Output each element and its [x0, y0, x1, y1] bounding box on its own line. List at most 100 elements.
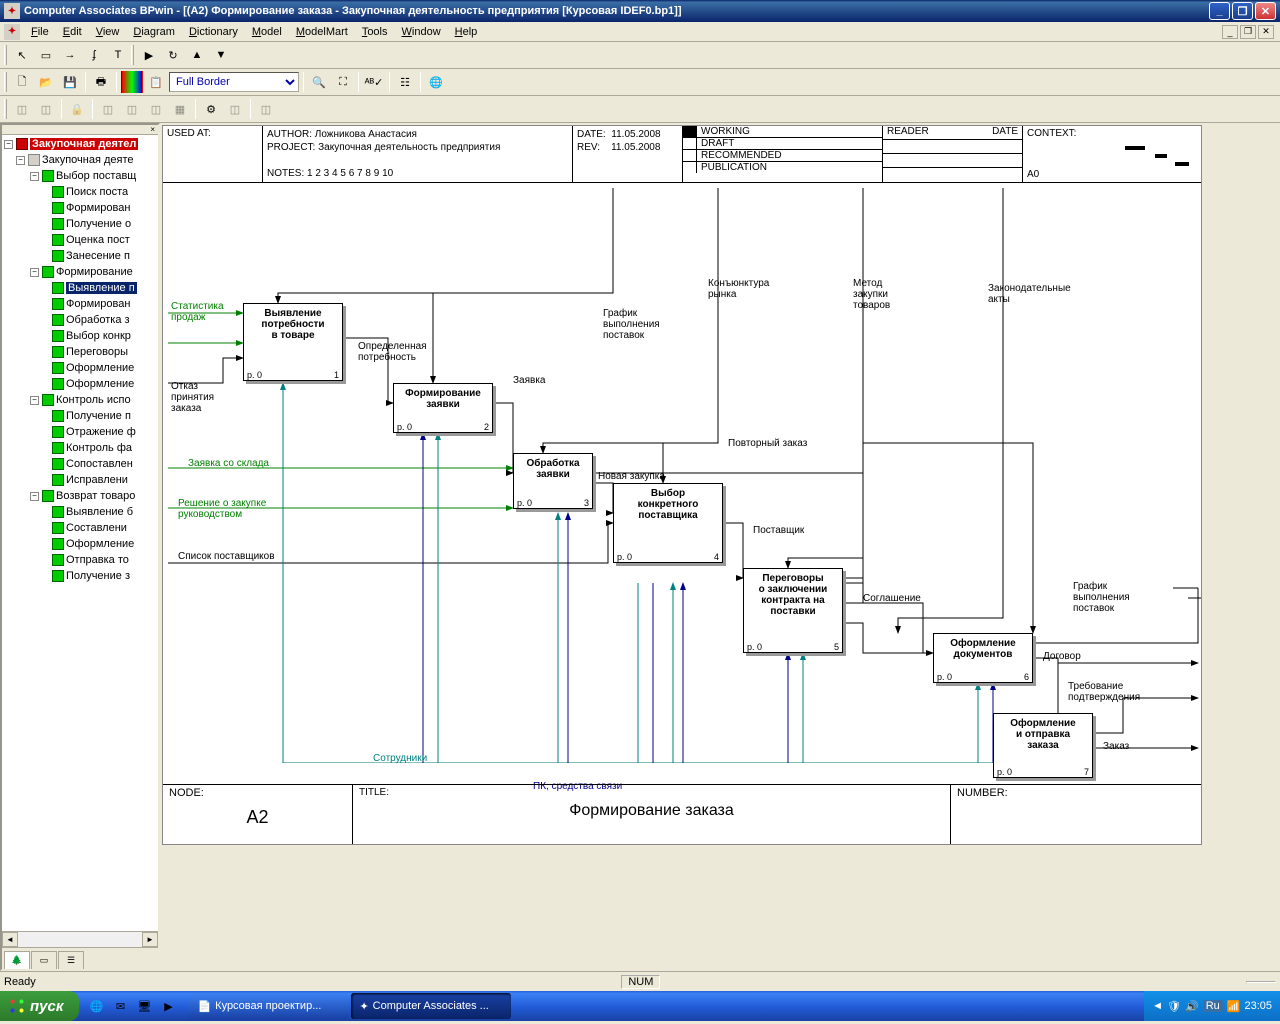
tree-tab-diagrams[interactable]: ▭ — [31, 951, 57, 969]
activity-box-5[interactable]: Переговоры о заключении контракта на пос… — [743, 568, 843, 653]
down-button[interactable]: ▼ — [210, 44, 232, 66]
menu-file[interactable]: File — [24, 24, 56, 40]
tree-item[interactable]: Контроль фа — [2, 440, 158, 456]
tree-item[interactable]: Формирован — [2, 200, 158, 216]
menu-window[interactable]: Window — [395, 24, 448, 40]
tray-icon[interactable]: 🛡 — [1167, 1000, 1181, 1013]
mm-10-button[interactable]: ◫ — [255, 98, 277, 120]
tray-icon[interactable]: 🔊 — [1185, 1000, 1199, 1013]
tree-item[interactable]: Отражение ф — [2, 424, 158, 440]
tree-item[interactable]: −Формирование — [2, 264, 158, 280]
refresh-button[interactable]: ↻ — [162, 44, 184, 66]
ql-ie-icon[interactable]: 🌐 — [85, 995, 107, 1017]
tree-item[interactable]: Получение з — [2, 568, 158, 584]
mdi-restore-button[interactable]: ❐ — [1240, 25, 1256, 39]
mm-8-button[interactable]: ⚙ — [200, 98, 222, 120]
mm-7-button[interactable]: ▦ — [169, 98, 191, 120]
activity-box-3[interactable]: Обработка заявкиp. 03 — [513, 453, 593, 509]
tree-item[interactable]: −Контроль испо — [2, 392, 158, 408]
zoom-area-button[interactable]: ⛶ — [332, 71, 354, 93]
tree-item[interactable]: Выбор конкр — [2, 328, 158, 344]
tree-item[interactable]: Обработка з — [2, 312, 158, 328]
ql-desktop-icon[interactable]: 🖥 — [133, 995, 155, 1017]
menu-edit[interactable]: Edit — [56, 24, 89, 40]
maximize-button[interactable]: ❐ — [1232, 2, 1253, 20]
new-button[interactable]: 🗋 — [11, 71, 33, 93]
spellcheck-button[interactable]: ᴬᴮ✓ — [363, 71, 385, 93]
mm-3-button[interactable]: 🔒 — [66, 98, 88, 120]
tray-icon[interactable]: 📶 — [1227, 1000, 1241, 1013]
zoom-in-button[interactable]: 🔍 — [308, 71, 330, 93]
mm-5-button[interactable]: ◫ — [121, 98, 143, 120]
modelmart-button[interactable]: 🌐 — [425, 71, 447, 93]
menu-tools[interactable]: Tools — [355, 24, 395, 40]
mdi-close-button[interactable]: ✕ — [1258, 25, 1274, 39]
menu-dictionary[interactable]: Dictionary — [182, 24, 245, 40]
tree-tab-activities[interactable]: 🌲 — [4, 951, 30, 969]
mdi-minimize-button[interactable]: _ — [1222, 25, 1238, 39]
taskbar-task-1[interactable]: 📄Курсовая проектир... — [189, 993, 349, 1019]
start-button[interactable]: пуск — [0, 991, 79, 1021]
tree-item[interactable]: Составлени — [2, 520, 158, 536]
ql-media-icon[interactable]: ▶ — [157, 995, 179, 1017]
activity-box-1[interactable]: Выявление потребности в товареp. 01 — [243, 303, 343, 381]
tree-item[interactable]: −Возврат товаро — [2, 488, 158, 504]
panel-close-button[interactable]: × — [2, 125, 158, 135]
tree-item[interactable]: Поиск поста — [2, 184, 158, 200]
save-button[interactable]: 💾 — [59, 71, 81, 93]
tree-root[interactable]: −Закупочная деятел — [2, 136, 158, 152]
tray-lang[interactable]: Ru — [1203, 1000, 1223, 1012]
close-button[interactable]: ✕ — [1255, 2, 1276, 20]
tree-item-selected[interactable]: Выявление п — [2, 280, 158, 296]
tree-item[interactable]: Занесение п — [2, 248, 158, 264]
tree-button[interactable]: ☷ — [394, 71, 416, 93]
pointer-tool-button[interactable]: ↖ — [11, 44, 33, 66]
arrow-tool-button[interactable]: → — [59, 44, 81, 66]
tree-item[interactable]: Выявление б — [2, 504, 158, 520]
tree-item[interactable]: −Закупочная деяте — [2, 152, 158, 168]
tree-item[interactable]: Оформление — [2, 536, 158, 552]
tree-item[interactable]: Отправка то — [2, 552, 158, 568]
diagram-canvas[interactable]: USED AT: AUTHOR: Ложникова Анастасия PRO… — [162, 125, 1202, 845]
props-button[interactable] — [121, 71, 143, 93]
ql-mail-icon[interactable]: ✉ — [109, 995, 131, 1017]
open-button[interactable]: 📂 — [35, 71, 57, 93]
activity-box-7[interactable]: Оформление и отправка заказаp. 07 — [993, 713, 1093, 778]
tree-item[interactable]: Формирован — [2, 296, 158, 312]
tree-item[interactable]: Переговоры — [2, 344, 158, 360]
taskbar-task-2[interactable]: ✦Computer Associates ... — [351, 993, 511, 1019]
tree-item[interactable]: Исправлени — [2, 472, 158, 488]
mm-4-button[interactable]: ◫ — [97, 98, 119, 120]
menu-help[interactable]: Help — [448, 24, 485, 40]
mm-6-button[interactable]: ◫ — [145, 98, 167, 120]
mm-9-button[interactable]: ◫ — [224, 98, 246, 120]
tree-hscrollbar[interactable]: ◄► — [2, 931, 158, 947]
system-tray[interactable]: ◄ 🛡 🔊 Ru 📶 23:05 — [1144, 991, 1280, 1021]
tray-clock[interactable]: 23:05 — [1244, 1000, 1272, 1012]
up-button[interactable]: ▲ — [186, 44, 208, 66]
menu-view[interactable]: View — [89, 24, 127, 40]
box-tool-button[interactable]: ▭ — [35, 44, 57, 66]
tree-item[interactable]: Сопоставлен — [2, 456, 158, 472]
tree-item[interactable]: −Выбор поставщ — [2, 168, 158, 184]
report-button[interactable]: 📋 — [145, 71, 167, 93]
tree-item[interactable]: Оформление — [2, 376, 158, 392]
activity-box-4[interactable]: Выбор конкретного поставщикаp. 04 — [613, 483, 723, 563]
tray-icon[interactable]: ◄ — [1152, 1000, 1163, 1012]
tree-item[interactable]: Получение п — [2, 408, 158, 424]
menu-model[interactable]: Model — [245, 24, 289, 40]
text-tool-button[interactable]: T — [107, 44, 129, 66]
activity-box-2[interactable]: Формирование заявкиp. 02 — [393, 383, 493, 433]
tree-tab-objects[interactable]: ☰ — [58, 951, 84, 969]
menu-modelmart[interactable]: ModelMart — [289, 24, 355, 40]
play-button[interactable]: ▶ — [138, 44, 160, 66]
print-button[interactable]: 🖶 — [90, 71, 112, 93]
tree-item[interactable]: Оценка пост — [2, 232, 158, 248]
tree-item[interactable]: Получение о — [2, 216, 158, 232]
minimize-button[interactable]: _ — [1209, 2, 1230, 20]
menu-diagram[interactable]: Diagram — [126, 24, 182, 40]
tree-item[interactable]: Оформление — [2, 360, 158, 376]
mm-1-button[interactable]: ◫ — [11, 98, 33, 120]
squiggle-tool-button[interactable]: ʄ — [83, 44, 105, 66]
activity-box-6[interactable]: Оформление документовp. 06 — [933, 633, 1033, 683]
